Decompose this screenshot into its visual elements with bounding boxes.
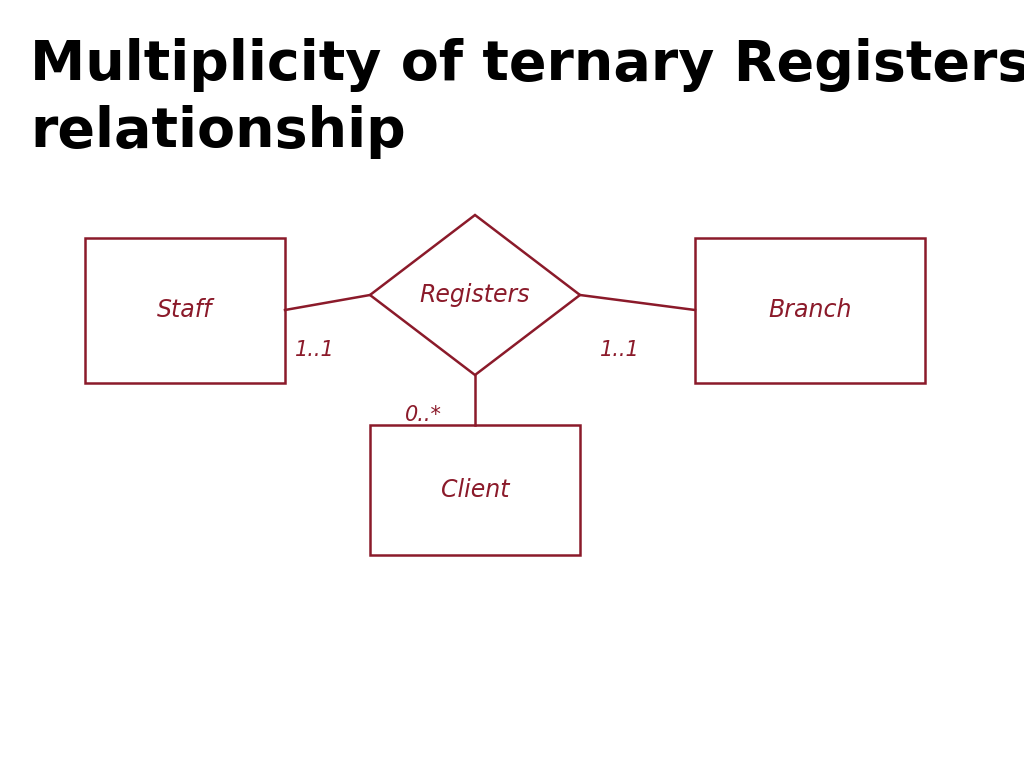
Text: Registers: Registers: [420, 283, 530, 307]
Text: 0..*: 0..*: [406, 405, 442, 425]
FancyBboxPatch shape: [695, 237, 925, 382]
Polygon shape: [370, 215, 580, 375]
Text: Staff: Staff: [158, 298, 213, 322]
FancyBboxPatch shape: [370, 425, 580, 555]
Text: Multiplicity of ternary Registers: Multiplicity of ternary Registers: [30, 38, 1024, 92]
FancyBboxPatch shape: [85, 237, 285, 382]
Text: Branch: Branch: [768, 298, 852, 322]
Text: relationship: relationship: [30, 105, 406, 159]
Text: Client: Client: [440, 478, 509, 502]
Text: 1..1: 1..1: [295, 340, 335, 360]
Text: 1..1: 1..1: [600, 340, 640, 360]
